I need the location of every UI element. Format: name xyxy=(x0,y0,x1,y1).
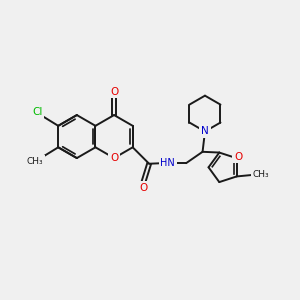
Text: HN: HN xyxy=(160,158,175,167)
Text: O: O xyxy=(110,153,118,163)
Text: O: O xyxy=(139,183,147,193)
Text: O: O xyxy=(234,152,242,162)
Text: CH₃: CH₃ xyxy=(252,170,269,179)
Text: O: O xyxy=(110,87,118,97)
Text: CH₃: CH₃ xyxy=(27,157,44,166)
Text: N: N xyxy=(201,126,209,136)
Text: Cl: Cl xyxy=(32,107,43,117)
